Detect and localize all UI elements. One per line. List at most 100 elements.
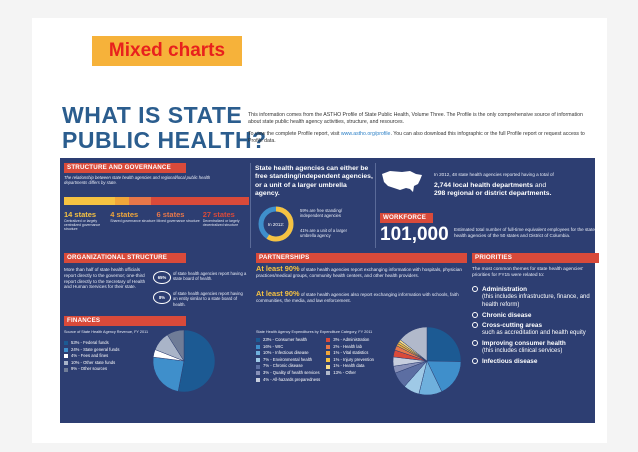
divider-2 (375, 163, 376, 248)
partnerships-l1-pct: At least 90% (256, 264, 300, 273)
structure-header: STRUCTURE AND GOVERNANCE (64, 163, 186, 173)
finances-header: FINANCES (64, 316, 186, 326)
priority-title: Administration (482, 286, 528, 293)
legend-entry: 24% - State general funds (64, 347, 119, 354)
legend-label: 24% - State general funds (71, 346, 120, 352)
pct-free-standing: 59% are free standing/ independent agenc… (300, 208, 343, 219)
donut-free-standing (258, 206, 294, 242)
priority-title: Chronic disease (482, 312, 532, 319)
circle-bullet-icon (472, 358, 478, 364)
pie-slice-other-sources (167, 329, 185, 362)
similar-entity-pct: 8% (153, 291, 171, 304)
priorities-header: PRIORITIES (472, 253, 599, 263)
stat-shared-label: Shared governance structure (110, 219, 156, 223)
legend-entry: 2% - Health lab (326, 344, 374, 351)
legend-entry: 10% - Other state funds (64, 360, 119, 367)
stat-mixed-num: 6 states (156, 210, 185, 219)
governance-bar-decentralized (151, 197, 249, 205)
legend-swatch (326, 364, 331, 369)
governance-stats: 14 states Centralized or largely centrali… (64, 210, 249, 232)
stat-centralized-label: Centralized or largely centralized gover… (64, 219, 101, 232)
circle-bullet-icon (472, 322, 478, 328)
board-of-health-text: of state health agencies report having a… (173, 271, 247, 282)
intro-p2-end: . You can also download this infographic… (248, 131, 585, 144)
circle-bullet-icon (472, 286, 478, 292)
pie-slice-federal-funds (177, 329, 216, 393)
legend-label: 13% - Other (333, 369, 356, 375)
pie-slice-state-general-funds (152, 356, 185, 392)
donut-label: In 2012: (268, 222, 284, 227)
priority-item: Administration (this includes infrastruct… (472, 286, 597, 309)
workforce-number: 101,000 (380, 224, 449, 245)
slide-label-text: Mixed charts (108, 40, 226, 61)
legend-entry: 23% - Consumer health (256, 337, 320, 344)
circle-bullet-icon (472, 312, 478, 318)
priority-item: Cross-cutting areas such as accreditation… (472, 322, 597, 337)
org-structure-header: ORGANIZATIONAL STRUCTURE (64, 253, 186, 263)
stat-decentralized-label: Decentralized or largely decentralized s… (202, 219, 240, 228)
slide-label-badge: Mixed charts (92, 36, 242, 66)
partnerships-l2-pct: At least 90% (256, 289, 300, 298)
legend-label: 3% - Quality of health services (263, 369, 320, 375)
legend-entry: 1% - Health data (326, 363, 374, 370)
legend-label: 4% - All-hazards preparedness (263, 376, 321, 382)
legend-label: 3% - Administration (333, 337, 370, 342)
similar-entity-text: of state health agencies report having a… (173, 291, 243, 307)
expenditure-legend: 23% - Consumer health 16% - WIC 10% - Infe… (256, 337, 406, 383)
agency-type-text: State health agencies can either be free… (255, 165, 373, 198)
intro-paragraph-2: To view the complete Profile report, vis… (248, 131, 593, 145)
priority-sub: (this includes clinical services) (482, 348, 563, 354)
pie-slice-other (400, 326, 428, 362)
us-map-icon (382, 171, 422, 192)
legend-entry: 7% - Chronic disease (256, 363, 320, 370)
legend-entry: 4% - Fees and fines (64, 353, 119, 360)
legend-swatch (256, 344, 260, 349)
legend-entry: 1% - Vital statistics (326, 350, 374, 357)
stat-mixed: 6 states Mixed governance structure (157, 210, 203, 232)
priority-title: Cross-cutting areas (482, 322, 543, 329)
legend-swatch (326, 344, 331, 349)
legend-label: 7% - Environmental health (263, 356, 313, 362)
legend-swatch (326, 371, 331, 376)
legend-swatch (326, 351, 331, 356)
legend-swatch (64, 347, 68, 352)
partnerships-header: PARTNERSHIPS (256, 253, 467, 263)
governance-bar-shared (114, 197, 130, 205)
workforce-desc: Estimated total number of full-time equi… (454, 227, 595, 238)
circle-bullet-icon (472, 340, 478, 346)
legend-label: 16% - WIC (263, 343, 284, 349)
priority-sub: (this includes infrastructure, finance, … (482, 294, 590, 308)
intro-paragraph-1: This information comes from the ASTHO Pr… (248, 112, 583, 125)
stat-shared: 4 states Shared governance structure (110, 210, 156, 232)
stat-shared-num: 4 states (110, 210, 139, 219)
stat-mixed-label: Mixed governance structure (156, 219, 200, 223)
legend-swatch (256, 371, 260, 376)
partnerships-line-1: At least 90% of state health agencies re… (256, 264, 464, 279)
legend-swatch (326, 358, 331, 363)
legend-swatch (326, 338, 331, 343)
legend-swatch (64, 354, 68, 359)
priority-item: Infectious disease (472, 358, 597, 365)
revenue-pie-chart (152, 329, 216, 393)
governance-bar (64, 197, 249, 205)
stat-decentralized: 27 states Decentralized or largely decent… (203, 210, 249, 232)
legend-swatch (64, 367, 68, 372)
legend-entry: 16% - WIC (256, 344, 320, 351)
priority-title: Improving consumer health (482, 340, 566, 347)
stat-decentralized-num: 27 states (202, 210, 235, 219)
legend-label: 1% - Health data (333, 363, 365, 369)
divider-1 (250, 163, 251, 248)
legend-entry: 4% - All-hazards preparedness (256, 377, 320, 384)
legend-column: 53% - Federal funds 24% - State general f… (64, 340, 119, 373)
legend-swatch (256, 338, 260, 343)
structure-note: The relationship between state health ag… (64, 175, 211, 186)
profile-link[interactable]: www.astho.org/profile (340, 131, 391, 137)
legend-label: 53% - Federal funds (71, 340, 109, 345)
legend-swatch (64, 361, 68, 366)
legend-label: 23% - Consumer health (263, 337, 307, 342)
legend-label: 10% - Infectious disease (263, 350, 309, 356)
legend-column: 3% - Administration 2% - Health lab 1% - V… (326, 337, 374, 383)
workforce-departments: 2,744 local health departments and 298 re… (434, 182, 596, 199)
org-structure-text: More than half of state health officials… (64, 267, 146, 290)
legend-entry: 53% - Federal funds (64, 340, 119, 347)
